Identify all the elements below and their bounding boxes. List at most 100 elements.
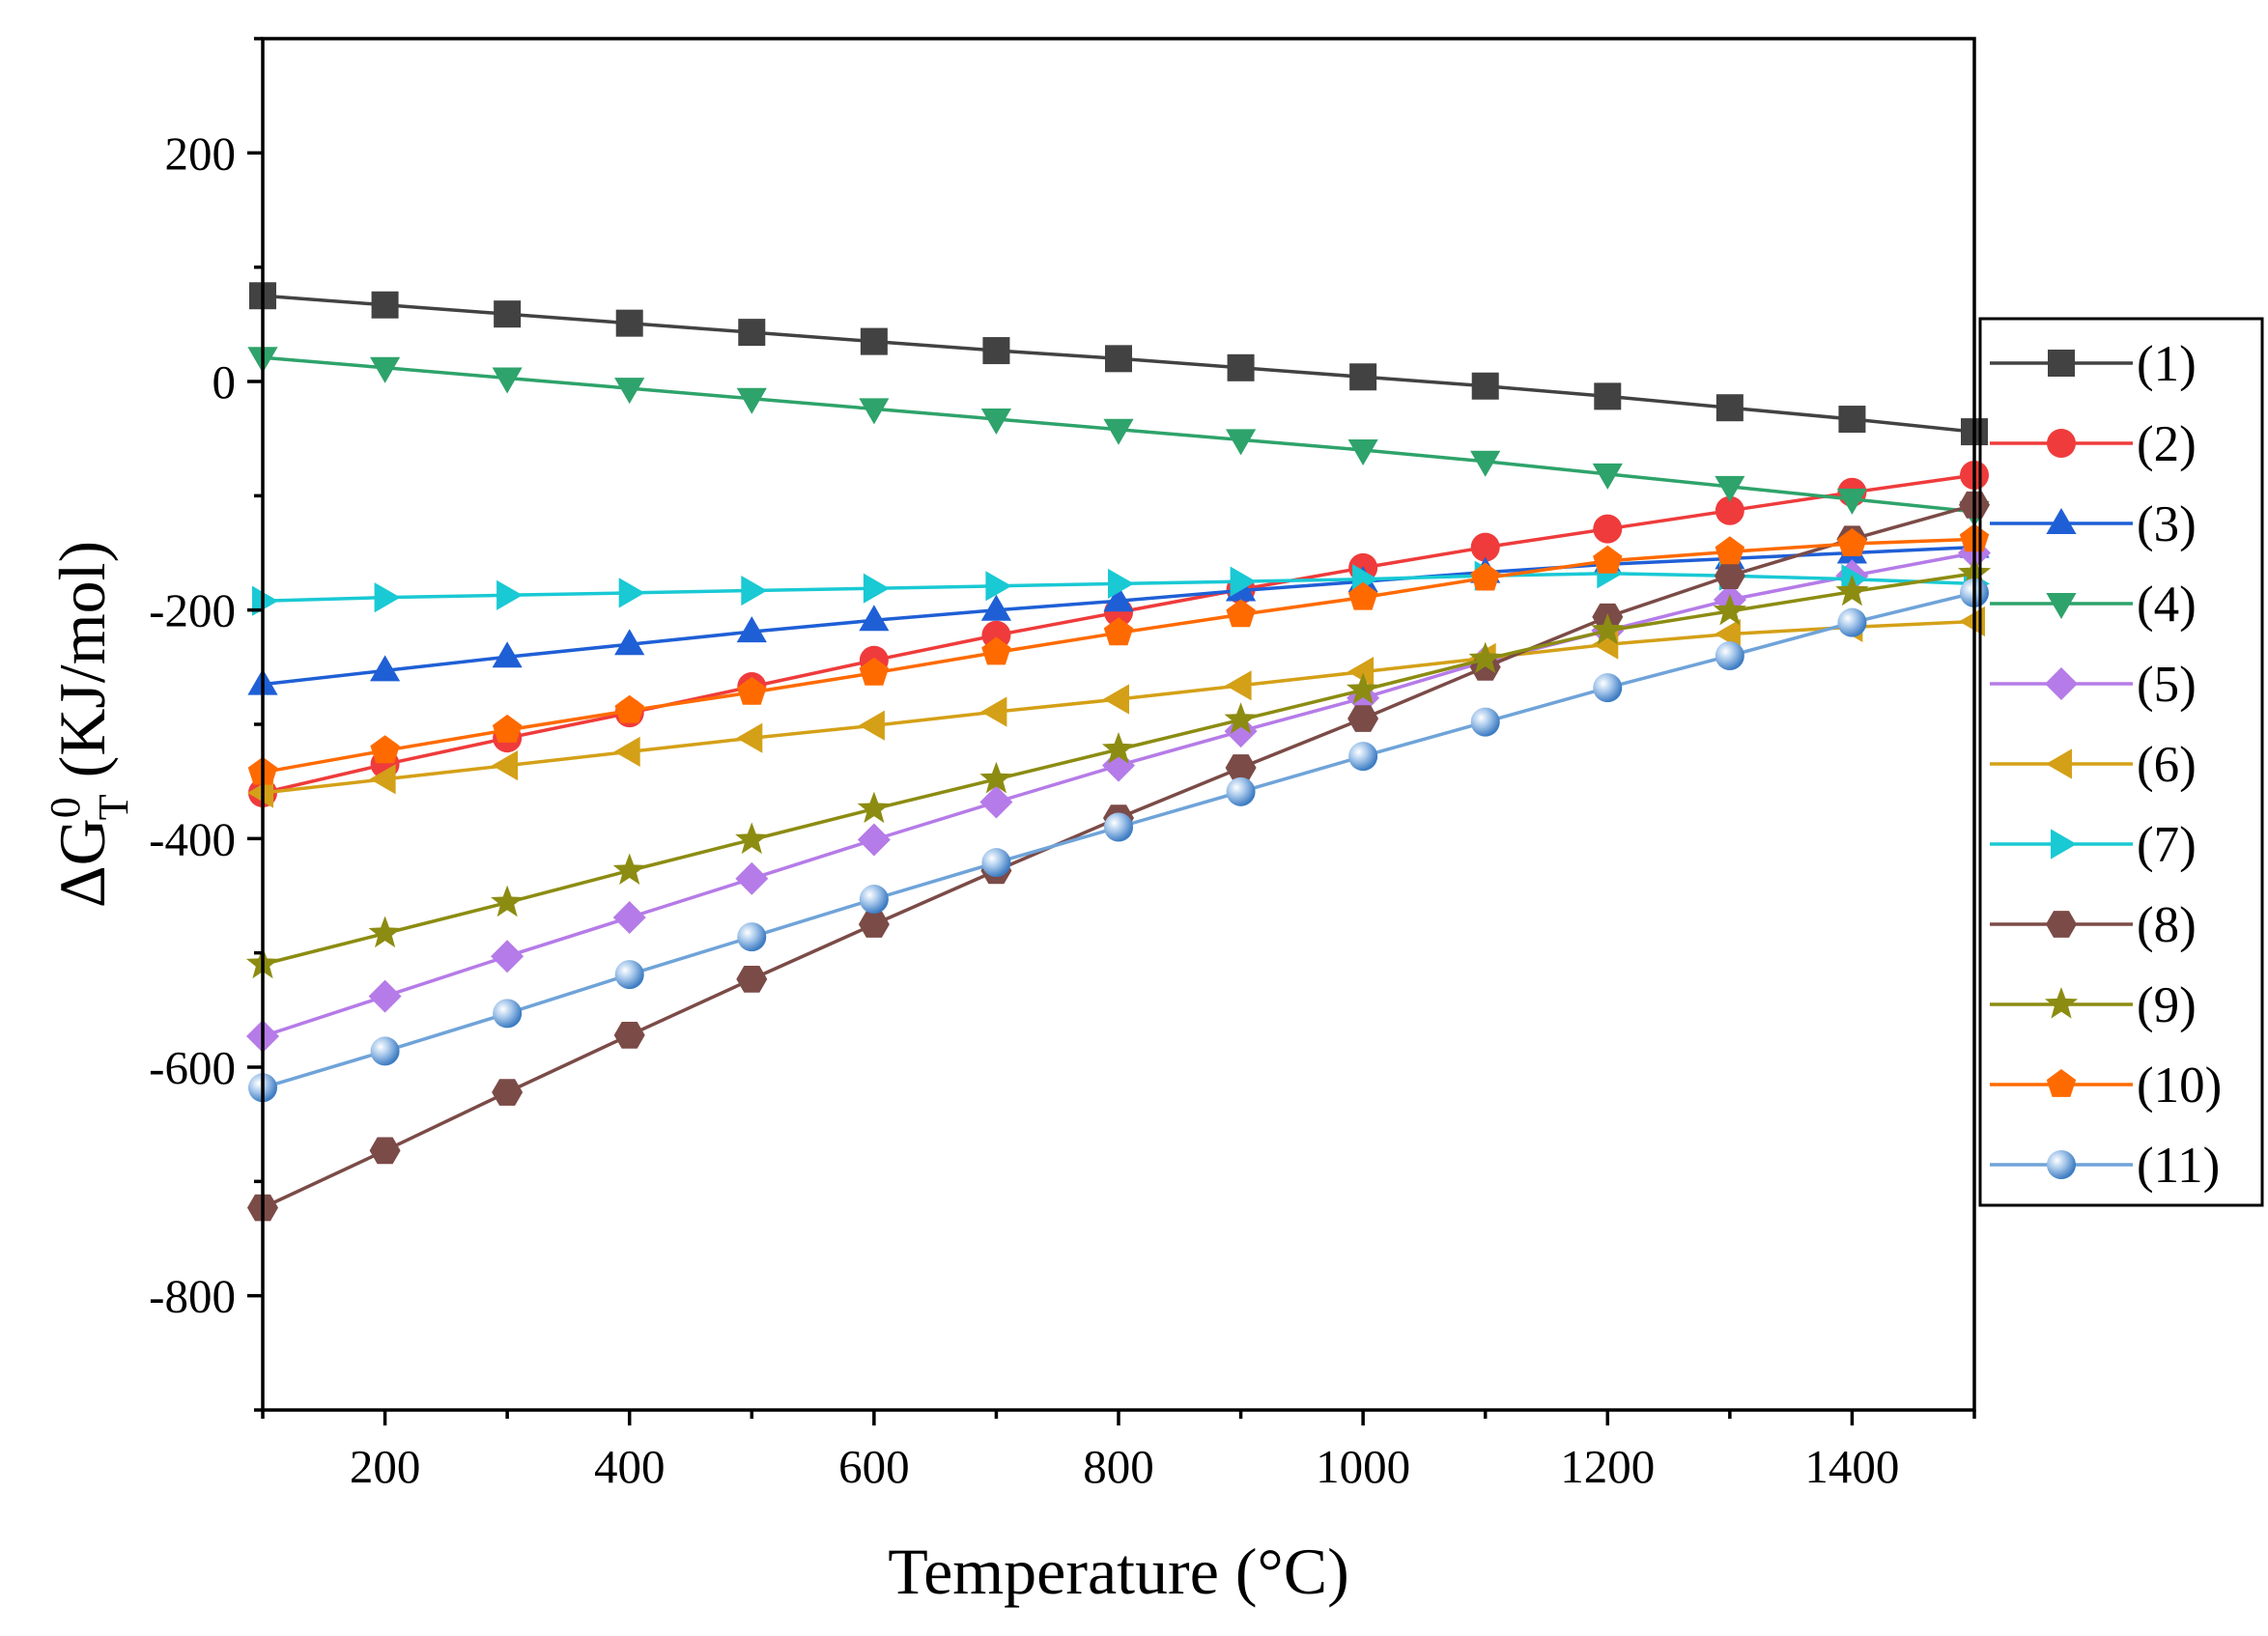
legend-box: [1978, 317, 2264, 1207]
x-tick-label: 400: [594, 1440, 666, 1493]
data-point: [1470, 532, 1500, 562]
legend-label: (3): [2137, 496, 2197, 552]
legend-label: (6): [2137, 737, 2197, 793]
legend-item: (7): [1990, 817, 2197, 873]
legend-label: (11): [2137, 1138, 2220, 1194]
legend-marker: [2046, 593, 2077, 619]
data-point: [857, 823, 891, 857]
data-point: [496, 579, 524, 610]
data-point: [1715, 475, 1745, 502]
series-1: [249, 282, 1988, 446]
data-point: [1470, 562, 1500, 591]
legend-item: (10): [1990, 1058, 2222, 1114]
data-point: [1226, 429, 1257, 456]
legend-marker: [2048, 350, 2075, 377]
data-point: [736, 616, 767, 643]
y-tick-label: -200: [149, 584, 236, 637]
data-point: [859, 885, 889, 915]
data-point: [979, 761, 1013, 794]
legend-label: (9): [2137, 977, 2197, 1033]
data-point: [1105, 345, 1132, 373]
data-point: [1230, 566, 1257, 597]
data-point: [1347, 657, 1375, 688]
data-point: [614, 694, 644, 723]
data-point: [985, 571, 1012, 602]
data-point: [981, 848, 1011, 878]
data-point: [859, 657, 890, 686]
data-point: [1103, 617, 1134, 646]
data-point: [374, 582, 401, 613]
y-tick-label: 200: [165, 127, 237, 180]
data-point: [1225, 754, 1257, 781]
data-point: [1837, 607, 1867, 637]
data-point: [1104, 812, 1133, 842]
data-point: [1713, 593, 1746, 626]
data-point: [1959, 606, 1985, 637]
data-point: [980, 594, 1011, 621]
legend-label: (8): [2137, 897, 2197, 953]
data-point: [492, 714, 523, 743]
series-9: [245, 555, 1992, 979]
data-point: [857, 791, 891, 824]
data-point: [1838, 406, 1866, 434]
data-point: [369, 764, 396, 795]
x-tick-label: 200: [350, 1440, 421, 1493]
data-point: [982, 337, 1010, 365]
data-point: [492, 641, 523, 668]
data-point: [859, 398, 890, 425]
data-point: [735, 822, 769, 855]
data-point: [368, 916, 402, 948]
data-point: [1226, 776, 1256, 806]
data-point: [370, 356, 401, 383]
data-point: [860, 327, 888, 355]
legend-marker: [2051, 829, 2077, 860]
data-point: [1714, 562, 1745, 589]
data-point: [492, 1079, 524, 1106]
x-tick-label: 600: [838, 1440, 910, 1493]
data-point: [614, 960, 644, 990]
data-point: [980, 696, 1007, 727]
data-point: [1715, 536, 1745, 565]
data-point: [614, 629, 645, 656]
data-point: [614, 378, 645, 405]
legend-item: (8): [1990, 897, 2197, 953]
data-point: [1591, 613, 1625, 645]
data-point: [858, 710, 885, 741]
x-tick-label: 1200: [1560, 1440, 1655, 1493]
legend-item: (3): [1990, 496, 2197, 552]
data-point: [247, 777, 273, 808]
legend-item: (9): [1990, 977, 2197, 1033]
data-point: [1715, 394, 1744, 422]
data-point: [493, 999, 523, 1029]
y-tick-label: -600: [149, 1041, 236, 1094]
y-tick-label: 0: [213, 355, 237, 409]
legend-label: (4): [2137, 577, 2197, 633]
data-point: [491, 940, 524, 973]
data-point: [1349, 363, 1377, 391]
data-point: [1225, 670, 1252, 701]
data-point: [492, 750, 519, 781]
data-point: [1836, 488, 1867, 515]
data-point: [1593, 545, 1623, 574]
data-point: [613, 1022, 645, 1049]
data-point: [1103, 585, 1134, 612]
data-point: [1715, 641, 1744, 670]
plot-area: [245, 282, 1992, 1222]
data-point: [612, 853, 646, 885]
y-tick-label: -400: [149, 812, 236, 865]
data-point: [1593, 514, 1623, 544]
data-point: [858, 911, 890, 938]
data-point: [1594, 382, 1622, 410]
data-point: [1227, 353, 1255, 381]
legend-marker: [2047, 429, 2076, 458]
data-point: [612, 901, 646, 934]
legend-item: (5): [1990, 657, 2197, 713]
data-point: [1347, 672, 1380, 705]
legend-item: (2): [1990, 416, 2197, 472]
y-axis-title-suffix: (KJ/mol): [45, 541, 119, 795]
data-point: [1468, 641, 1502, 674]
data-point: [1347, 439, 1378, 465]
legend-label: (5): [2137, 657, 2197, 713]
data-point: [980, 409, 1011, 435]
